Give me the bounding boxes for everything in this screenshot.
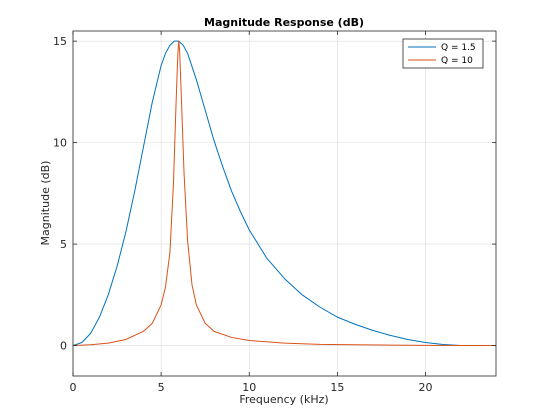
y-tick-label: 10 — [53, 137, 67, 150]
legend-label-q-10: Q = 10 — [441, 56, 473, 66]
x-axis-label: Frequency (kHz) — [239, 393, 328, 406]
axes-box — [72, 30, 497, 377]
ticks: 0 5 10 15 20 0 5 10 15 — [53, 31, 496, 394]
x-tick-label: 20 — [419, 381, 433, 394]
x-tick-label: 5 — [158, 381, 165, 394]
y-tick-label: 0 — [60, 340, 67, 353]
series-line-q-10 — [72, 40, 496, 347]
y-tick-label: 15 — [53, 35, 67, 48]
legend: Q = 1.5 Q = 10 — [402, 38, 484, 69]
legend-label-q-1-5: Q = 1.5 — [441, 43, 476, 53]
y-axis-label: Magnitude (dB) — [39, 161, 52, 246]
x-tick-label: 10 — [242, 381, 256, 394]
x-tick-label: 15 — [330, 381, 344, 394]
series-layer — [72, 40, 496, 347]
series-line-q-1-5 — [72, 40, 496, 347]
legend-box — [402, 38, 484, 69]
y-tick-label: 5 — [60, 238, 67, 251]
x-tick-label: 0 — [70, 381, 77, 394]
chart-title: Magnitude Response (dB) — [204, 16, 364, 29]
plot-area — [73, 31, 496, 376]
